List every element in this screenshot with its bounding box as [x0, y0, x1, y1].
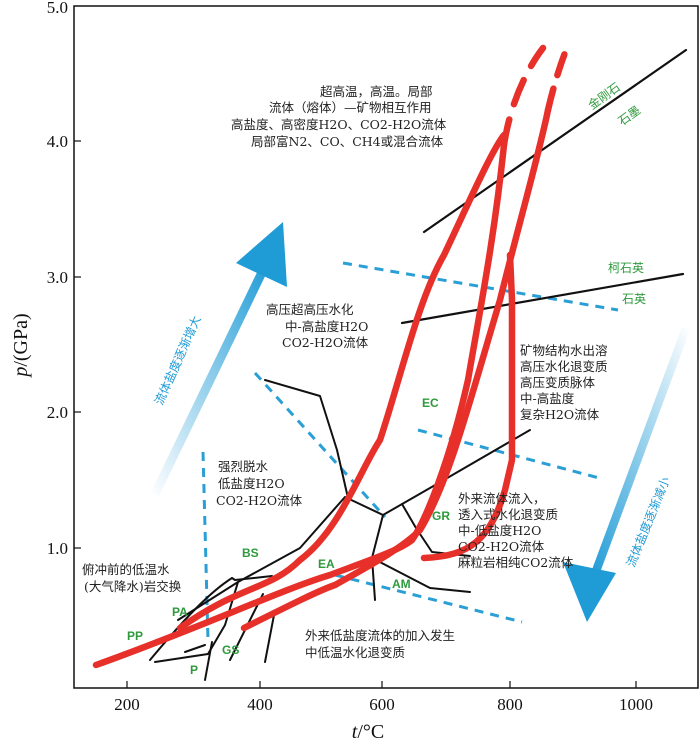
dashed-boundaries: [201, 261, 619, 641]
facies-am: AM: [392, 577, 411, 591]
facies-low4: [204, 641, 213, 681]
annotation-hp-line-1: 高压超高压水化: [266, 302, 354, 317]
annotation-dehydration-line-3: CO2-H2O流体: [216, 493, 303, 508]
pt-path-retrograde-right: [240, 106, 552, 632]
facies-ec-loop: [264, 379, 349, 499]
annotation-subduction: 俯冲前的低温水 (大气降水)岩交换: [82, 562, 182, 594]
x-tick-800: 800: [497, 695, 523, 714]
salinity-increase-arrow: [151, 222, 287, 496]
annotation-low-salinity: 外来低盐度流体的加入发生 中低温水化退变质: [305, 628, 455, 660]
label-quartz: 石英: [622, 292, 646, 306]
y-tick-labels: 1.0 2.0 3.0 4.0 5.0: [47, 0, 68, 558]
y-tick-5: 5.0: [47, 0, 68, 17]
annotation-external: 外来流体流入， 透入式水化退变质 中-低盐度H2O CO2-H2O流体 麻粒岩相…: [458, 491, 574, 570]
facies-gs-line: [264, 614, 275, 663]
annotation-external-line-5: 麻粒岩相纯CO2流体: [458, 555, 574, 570]
annotation-dehydration-line-1: 强烈脱水: [218, 459, 269, 474]
x-tick-600: 600: [369, 695, 395, 714]
facies-gs: GS: [222, 643, 239, 657]
facies-pp: PP: [127, 629, 143, 643]
annotation-top-line-1: 超高温，高温。局部: [320, 84, 433, 99]
x-tick-200: 200: [114, 695, 140, 714]
y-tick-1: 1.0: [47, 539, 68, 558]
pt-paths: [92, 41, 572, 669]
facies-pa-curve: [149, 577, 233, 661]
facies-ea: EA: [318, 557, 335, 571]
pt-path-retrograde-right-dashed: [544, 41, 572, 114]
annotation-external-line-2: 透入式水化退变质: [458, 507, 558, 522]
pt-path-prograde-dashed: [500, 44, 547, 149]
annotation-hp: 高压超高压水化 中-高盐度H2O CO2-H2O流体: [266, 302, 369, 350]
pt-path-isobaric: [420, 251, 516, 562]
y-tick-2: 2.0: [47, 403, 68, 422]
annotation-right-line-5: 复杂H2O流体: [520, 407, 600, 422]
facies-bs-left: [231, 575, 273, 581]
y-tick-3: 3.0: [47, 268, 68, 287]
annotation-right-line-4: 中-高盐度: [520, 391, 575, 406]
annotation-right-line-2: 高压水化退变质: [520, 359, 608, 374]
facies-gr: GR: [432, 509, 450, 523]
dashed-boundary-upper: [342, 261, 619, 312]
annotation-top: 超高温，高温。局部 流体（熔体）—矿物相互作用 高盐度、高密度H2O、CO2-H…: [231, 84, 447, 149]
annotation-subduction-line-1: 俯冲前的低温水: [82, 562, 170, 577]
annotation-dehydration: 强烈脱水 低盐度H2O CO2-H2O流体: [216, 459, 303, 508]
facies-p: P: [190, 663, 198, 677]
facies-am-line: [371, 557, 471, 593]
annotation-dehydration-line-2: 低盐度H2O: [218, 476, 285, 491]
annotation-low-salinity-line-2: 中低温水化退变质: [305, 645, 405, 660]
y-axis-label: p/(GPa): [10, 313, 32, 378]
annotation-right: 矿物结构水出溶 高压水化退变质 高压变质脉体 中-高盐度 复杂H2O流体: [520, 343, 608, 422]
x-axis-ticks: [74, 140, 637, 688]
x-tick-labels: 200 400 600 800 1000: [114, 695, 653, 714]
facies-pa: PA: [172, 605, 188, 619]
facies-low2: [184, 644, 206, 653]
salinity-decrease-arrow: [563, 327, 690, 622]
annotation-hp-line-2: 中-高盐度H2O: [285, 319, 368, 334]
facies-bs: BS: [242, 546, 259, 560]
plot-frame: [73, 5, 699, 689]
label-graphite: 石墨: [616, 103, 644, 128]
facies-boundaries: [149, 379, 531, 681]
annotation-hp-line-3: CO2-H2O流体: [282, 335, 369, 350]
x-tick-400: 400: [247, 695, 273, 714]
coesite-quartz-line: [400, 272, 685, 325]
salinity-increase-label: 流体盐度逐渐增大: [151, 313, 204, 407]
dashed-boundary-diagonal: [253, 371, 387, 519]
x-tick-1000: 1000: [619, 695, 653, 714]
annotation-external-line-1: 外来流体流入，: [458, 491, 546, 506]
pt-path-retrograde-left: [176, 131, 508, 632]
annotation-top-line-4: 局部富N2、CO、CH4或混合流体: [251, 134, 444, 149]
label-coesite: 柯石英: [608, 261, 644, 275]
annotation-external-line-4: CO2-H2O流体: [458, 539, 545, 554]
dashed-boundary-lower: [334, 573, 523, 624]
annotation-top-line-3: 高盐度、高密度H2O、CO2-H2O流体: [231, 117, 447, 132]
annotation-right-line-3: 高压变质脉体: [520, 375, 596, 390]
annotation-external-line-3: 中-低盐度H2O: [458, 523, 541, 538]
x-axis-label: t/°C: [352, 721, 384, 743]
annotation-low-salinity-line-1: 外来低盐度流体的加入发生: [305, 628, 455, 643]
annotation-subduction-line-2: (大气降水)岩交换: [84, 579, 182, 594]
facies-ec: EC: [422, 396, 439, 410]
facies-low1: [154, 581, 239, 663]
annotation-right-line-1: 矿物结构水出溶: [520, 343, 608, 358]
annotation-top-line-2: 流体（熔体）—矿物相互作用: [269, 100, 432, 115]
y-tick-4: 4.0: [47, 132, 68, 151]
phase-boundaries: [400, 48, 688, 325]
